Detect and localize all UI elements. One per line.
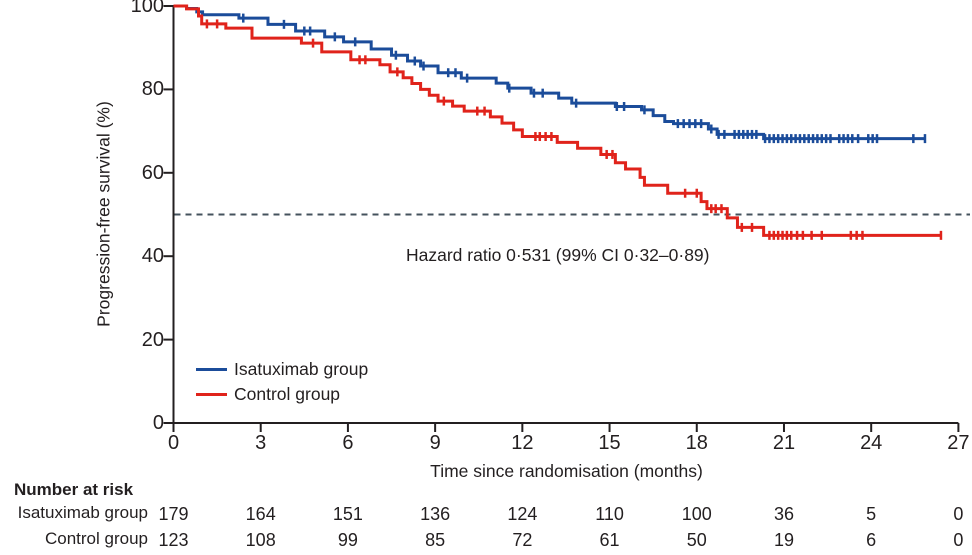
x-tick-label: 6 — [342, 432, 354, 454]
legend: Isatuximab group Control group — [196, 357, 368, 407]
risk-value: 124 — [507, 504, 538, 524]
risk-value: 99 — [337, 530, 358, 550]
risk-value: 5 — [866, 504, 877, 524]
number-at-risk-heading: Number at risk — [14, 480, 134, 499]
hazard-ratio-annotation: Hazard ratio 0·531 (99% CI 0·32–0·89) — [406, 245, 710, 265]
y-tick-label: 80 — [141, 78, 164, 101]
x-tick-label: 21 — [772, 432, 796, 454]
risk-value: 72 — [512, 530, 533, 550]
risk-value: 0 — [953, 530, 964, 550]
risk-row-label: Control group — [44, 529, 148, 548]
y-tick-label: 20 — [141, 328, 164, 351]
legend-label-isatuximab: Isatuximab group — [234, 359, 369, 379]
risk-value: 123 — [158, 530, 189, 550]
risk-value: 50 — [686, 530, 707, 550]
risk-value: 164 — [245, 504, 276, 524]
x-tick-label: 24 — [860, 432, 883, 454]
risk-value: 108 — [245, 530, 276, 550]
risk-value: 85 — [425, 530, 446, 550]
x-tick-label: 27 — [947, 432, 970, 454]
x-tick-label: 9 — [429, 432, 441, 454]
x-tick-label: 18 — [685, 432, 708, 454]
risk-value: 36 — [773, 504, 794, 524]
y-axis-title: Progression-free survival (%) — [93, 101, 114, 327]
x-tick-label: 0 — [167, 432, 180, 454]
risk-value: 0 — [953, 504, 964, 524]
risk-value: 19 — [773, 530, 794, 550]
risk-value: 6 — [866, 530, 877, 550]
y-tick-label: 60 — [141, 161, 164, 184]
legend-item-isatuximab: Isatuximab group — [196, 357, 368, 382]
risk-value: 110 — [595, 504, 624, 524]
legend-label-control: Control group — [234, 384, 341, 404]
risk-value: 151 — [332, 504, 363, 524]
x-tick-label: 12 — [511, 432, 534, 454]
legend-item-control: Control group — [196, 382, 368, 407]
x-tick-label: 15 — [598, 432, 621, 454]
control-line-swatch — [196, 393, 227, 396]
y-tick-label: 100 — [130, 0, 164, 17]
x-tick-label: 3 — [255, 432, 267, 454]
km-curve-isatuximab — [173, 4, 925, 141]
x-axis-title: Time since randomisation (months) — [430, 461, 703, 481]
isatuximab-line-swatch — [196, 368, 227, 371]
risk-value: 100 — [681, 504, 712, 524]
km-curve-control — [173, 4, 941, 237]
risk-value: 61 — [599, 530, 620, 550]
y-tick-label: 0 — [152, 412, 164, 434]
risk-row-label: Isatuximab group — [17, 503, 148, 522]
y-tick-label: 40 — [141, 245, 164, 268]
risk-value: 179 — [158, 504, 189, 524]
risk-value: 136 — [420, 504, 451, 524]
